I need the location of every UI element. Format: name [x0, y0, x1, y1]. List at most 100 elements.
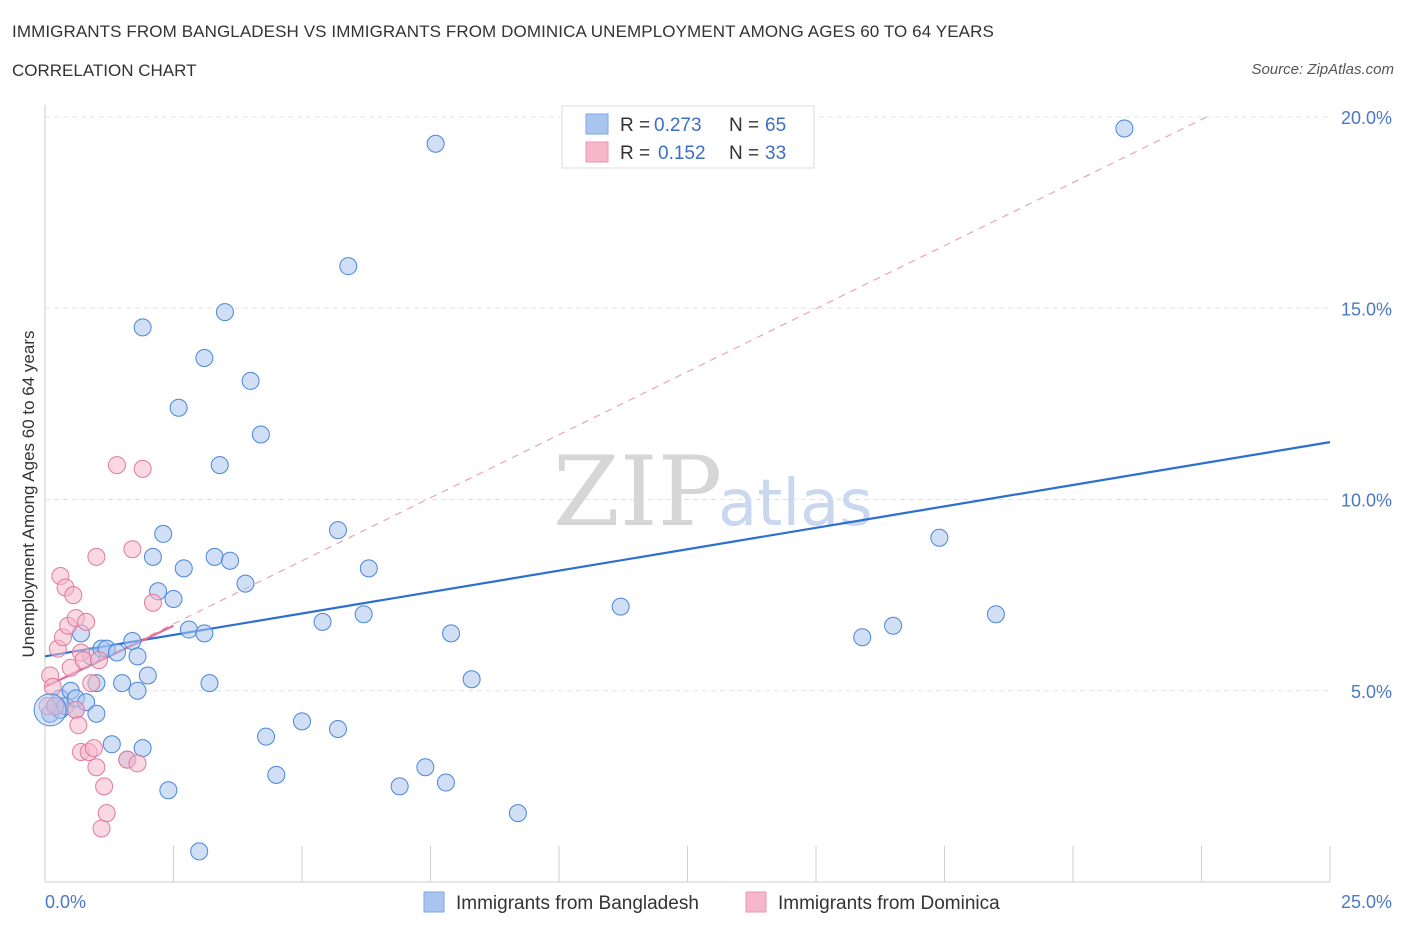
point-bangladesh-43: [251, 425, 270, 444]
point-bangladesh-31: [174, 559, 193, 578]
point-bangladesh-25: [143, 547, 162, 566]
watermark-zip: ZIP: [553, 436, 722, 548]
point-bangladesh-60: [611, 597, 630, 616]
y-tick-label-1: 10.0%: [1341, 491, 1392, 511]
point-bangladesh-64: [986, 605, 1005, 624]
point-bangladesh-35: [195, 624, 214, 643]
point-bangladesh-52: [359, 559, 378, 578]
point-bangladesh-16: [107, 643, 126, 662]
chart-title: IMMIGRANTS FROM BANGLADESH VS IMMIGRANTS…: [12, 22, 994, 41]
legend-swatch-dominica: [585, 141, 609, 163]
legend-r-label-2: R =: [620, 143, 650, 164]
legend-n-label-1: N =: [729, 115, 759, 136]
point-bangladesh-51: [354, 605, 373, 624]
point-bangladesh-48: [328, 720, 347, 738]
x-tick-label-1: 25.0%: [1341, 892, 1392, 912]
point-bangladesh-50: [339, 257, 358, 276]
point-bangladesh-cluster: [33, 693, 67, 727]
gridlines: [45, 116, 1330, 692]
point-bangladesh-21: [128, 681, 147, 700]
legend-n-label-2: N =: [729, 143, 759, 164]
point-bangladesh-42: [241, 371, 260, 390]
point-bangladesh-55: [426, 134, 445, 153]
point-dominica-22: [87, 547, 106, 566]
point-bangladesh-27: [154, 524, 173, 543]
source-credit: Source: ZipAtlas.com: [1251, 61, 1394, 78]
point-bangladesh-15: [102, 735, 121, 754]
legend-n-value-2: 33: [765, 143, 786, 164]
point-bangladesh-58: [462, 670, 481, 689]
point-dominica-27: [107, 456, 126, 475]
point-bangladesh-29: [164, 589, 183, 608]
point-bangladesh-28: [159, 781, 178, 800]
point-bangladesh-57: [442, 624, 461, 643]
legend-swatch-bangladesh: [585, 113, 609, 135]
data-points: [33, 119, 1134, 861]
bottom-legend-label-dominica: Immigrants from Dominica: [778, 893, 1000, 914]
y-axis-label: Unemployment Among Ages 60 to 64 years: [19, 331, 38, 658]
y-tick-label-2: 15.0%: [1341, 299, 1392, 319]
point-bangladesh-33: [190, 842, 209, 861]
point-dominica-29: [123, 540, 142, 559]
point-bangladesh-19: [123, 632, 142, 651]
point-bangladesh-38: [210, 456, 229, 475]
point-dominica-24: [92, 819, 111, 838]
point-dominica-30: [128, 754, 147, 773]
legend-r-value-2: 0.152: [658, 143, 706, 164]
point-bangladesh-34: [195, 348, 214, 367]
point-dominica-3: [46, 697, 65, 716]
point-dominica-21: [87, 758, 106, 777]
trend-lines: [44, 116, 1331, 688]
point-dominica-12: [66, 700, 85, 719]
point-dominica-23: [89, 651, 108, 670]
point-bangladesh-24: [138, 666, 157, 685]
point-bangladesh-44: [257, 727, 276, 746]
point-bangladesh-22: [133, 739, 152, 758]
chart-subtitle: CORRELATION CHART: [12, 61, 197, 80]
point-dominica-31: [133, 459, 152, 478]
point-bangladesh-40: [221, 551, 240, 570]
legend-n-value-1: 65: [765, 115, 786, 136]
point-bangladesh-63: [930, 528, 949, 547]
point-bangladesh-53: [390, 777, 409, 796]
series-legend: Immigrants from Bangladesh Immigrants fr…: [423, 891, 1000, 914]
point-bangladesh-65: [1115, 119, 1134, 138]
point-bangladesh-45: [267, 765, 286, 784]
point-bangladesh-54: [416, 758, 435, 777]
x-tick-label-0: 0.0%: [45, 892, 86, 912]
bottom-legend-swatch-dominica: [745, 891, 767, 913]
point-dominica-26: [97, 804, 116, 823]
point-bangladesh-36: [200, 674, 219, 693]
point-dominica-16: [74, 651, 93, 670]
stats-legend: R = 0.273 N = 65 R = 0.152 N = 33: [561, 105, 815, 169]
point-bangladesh-62: [884, 616, 903, 635]
bottom-legend-label-bangladesh: Immigrants from Bangladesh: [456, 893, 699, 914]
point-bangladesh-46: [293, 712, 311, 731]
point-bangladesh-39: [215, 303, 234, 322]
point-bangladesh-12: [87, 704, 106, 723]
point-bangladesh-23: [133, 318, 152, 337]
point-dominica-2: [43, 677, 62, 696]
point-dominica-19: [82, 674, 101, 693]
axes: [44, 105, 1331, 883]
point-dominica-10: [64, 586, 83, 605]
trend-line-bangladesh: [44, 441, 1331, 658]
point-dominica-17: [77, 612, 96, 631]
tick-labels: 5.0% 10.0% 15.0% 20.0% 0.0% 25.0%: [45, 108, 1392, 912]
point-bangladesh-49: [328, 521, 347, 540]
point-bangladesh-59: [508, 804, 527, 823]
point-bangladesh-56: [436, 773, 455, 792]
point-bangladesh-37: [205, 547, 224, 566]
y-tick-label-0: 5.0%: [1351, 682, 1392, 702]
point-bangladesh-32: [179, 620, 198, 639]
point-bangladesh-47: [313, 612, 332, 631]
point-dominica-32: [143, 593, 162, 612]
point-dominica-20: [84, 739, 103, 758]
watermark-atlas: atlas: [718, 467, 873, 541]
legend-r-value-1: 0.273: [654, 115, 702, 136]
point-bangladesh-61: [853, 628, 872, 647]
point-dominica-25: [95, 777, 114, 796]
point-dominica-13: [69, 716, 88, 735]
point-bangladesh-30: [169, 398, 188, 417]
